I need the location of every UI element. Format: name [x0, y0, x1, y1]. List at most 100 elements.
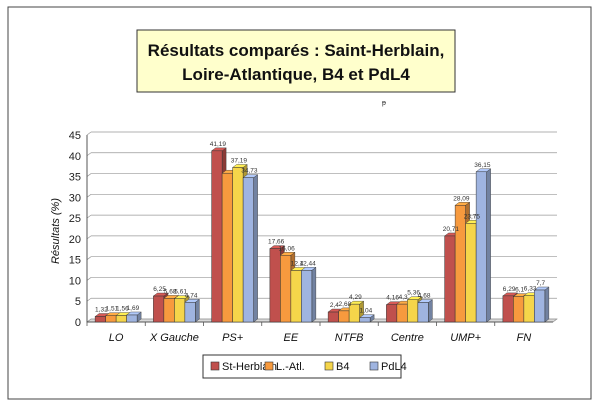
- bar-front: [174, 298, 186, 323]
- bar: [533, 286, 550, 323]
- legend-label: PdL4: [381, 361, 407, 373]
- bar-side: [311, 266, 317, 323]
- bar-side: [253, 174, 258, 323]
- x-tick-label: FN: [517, 332, 532, 344]
- gridline-depth: [86, 131, 92, 136]
- bar-front: [513, 296, 525, 323]
- data-label: 6,1: [515, 287, 524, 294]
- bar-front: [280, 255, 292, 323]
- bar-front: [523, 295, 535, 323]
- data-label: 12,44: [299, 260, 316, 267]
- bar-side: [486, 168, 491, 323]
- bar-front: [338, 310, 350, 323]
- bar-front: [126, 314, 138, 323]
- bar-front: [465, 223, 477, 323]
- data-label: 5,68: [164, 288, 177, 295]
- y-tick-label: 30: [69, 192, 81, 204]
- bar: [475, 168, 492, 323]
- data-label-layer: 1,321,511,561,69 6,255,685,614,74 41,19 37,…: [95, 141, 545, 315]
- x-tick-label: NTFB: [335, 332, 364, 344]
- gridline-depth: [86, 277, 92, 281]
- legend-label: St-Herblain: [222, 361, 277, 373]
- gridline-depth: [86, 297, 92, 302]
- bar-front: [386, 304, 398, 323]
- bar-side: [428, 299, 433, 323]
- y-axis-title: Résultats (%): [50, 198, 62, 264]
- gridline-depth: [86, 152, 92, 157]
- bar-front: [359, 317, 371, 323]
- bar: [126, 311, 142, 323]
- y-tick-label: 35: [69, 172, 81, 184]
- bar-front: [163, 298, 175, 323]
- bar-front: [475, 171, 487, 323]
- bar: [184, 298, 200, 323]
- y-tick-label: 20: [69, 234, 81, 246]
- data-label: 4,3: [399, 294, 408, 301]
- y-tick-label: 40: [69, 151, 81, 163]
- y-tick-label: 10: [69, 275, 81, 287]
- x-tick-label: LO: [109, 332, 124, 344]
- data-label: 5,61: [174, 289, 187, 296]
- data-label: 5,36: [407, 290, 420, 297]
- bar-front: [232, 167, 244, 323]
- data-label: 17,66: [268, 239, 285, 246]
- data-label: 2,68: [339, 301, 352, 308]
- bar-front: [115, 315, 127, 323]
- bar-front: [153, 295, 165, 323]
- x-tick-label: X Gauche: [149, 332, 199, 344]
- bar: [417, 299, 433, 323]
- data-label: 2,4: [330, 302, 339, 309]
- bar-front: [327, 311, 339, 323]
- legend-swatch: [210, 361, 220, 371]
- data-label: 12,4: [291, 260, 304, 267]
- gridline-depth: [86, 235, 92, 240]
- legend-label: B4: [336, 361, 349, 373]
- x-tick-label: Centre: [391, 332, 424, 344]
- legend-label: L.-Atl.: [276, 361, 305, 373]
- data-label: 4,29: [349, 294, 362, 301]
- bar-front: [94, 316, 106, 323]
- y-tick-label: 25: [69, 213, 81, 225]
- data-label: 20,71: [443, 226, 460, 233]
- data-label: 4,74: [185, 292, 198, 299]
- legend-swatch: [264, 361, 274, 371]
- y-tick-label: 45: [69, 130, 81, 142]
- bar-front: [444, 235, 456, 323]
- bar-front: [105, 315, 117, 323]
- data-label: 37,19: [231, 157, 248, 164]
- bar: [242, 174, 259, 323]
- bar-front: [454, 205, 466, 323]
- bar-layer: [94, 147, 550, 323]
- data-label: 6,25: [153, 286, 166, 293]
- y-tick-label: 0: [75, 317, 81, 329]
- data-label: 1,51: [106, 306, 119, 313]
- page-mark: ᵽ: [382, 100, 386, 107]
- chart-title-line-1: Résultats comparés : Saint-Herblain,: [148, 41, 445, 60]
- y-tick-label: 15: [69, 255, 81, 267]
- legend-swatch: [369, 361, 379, 371]
- data-label: 36,15: [474, 162, 491, 169]
- bar: [300, 266, 317, 323]
- y-tick-label: 5: [75, 296, 81, 308]
- bar-side: [544, 286, 550, 323]
- data-label: 1,69: [127, 305, 140, 312]
- bar-front: [211, 150, 223, 323]
- bar: [359, 314, 375, 323]
- data-label: 23,75: [464, 213, 481, 220]
- legend-box: [202, 354, 402, 379]
- gridline-depth: [86, 194, 92, 198]
- bar-front: [502, 295, 514, 323]
- title-box: [136, 29, 456, 93]
- axis-layer: 0 5 10 15 20 25 30 35 40 45 LO X Gauche PS+ EE NTFB Cen…: [69, 130, 553, 344]
- x-tick-label: PS+: [222, 332, 244, 344]
- data-label: 6,29: [503, 286, 516, 293]
- bar-front: [534, 289, 546, 323]
- bar-front: [290, 270, 302, 323]
- data-label: 28,09: [453, 195, 470, 202]
- bar-front: [221, 172, 233, 323]
- gridline-depth: [86, 256, 92, 260]
- data-label: 16,06: [278, 245, 295, 252]
- x-tick-label: UMP+: [450, 332, 481, 344]
